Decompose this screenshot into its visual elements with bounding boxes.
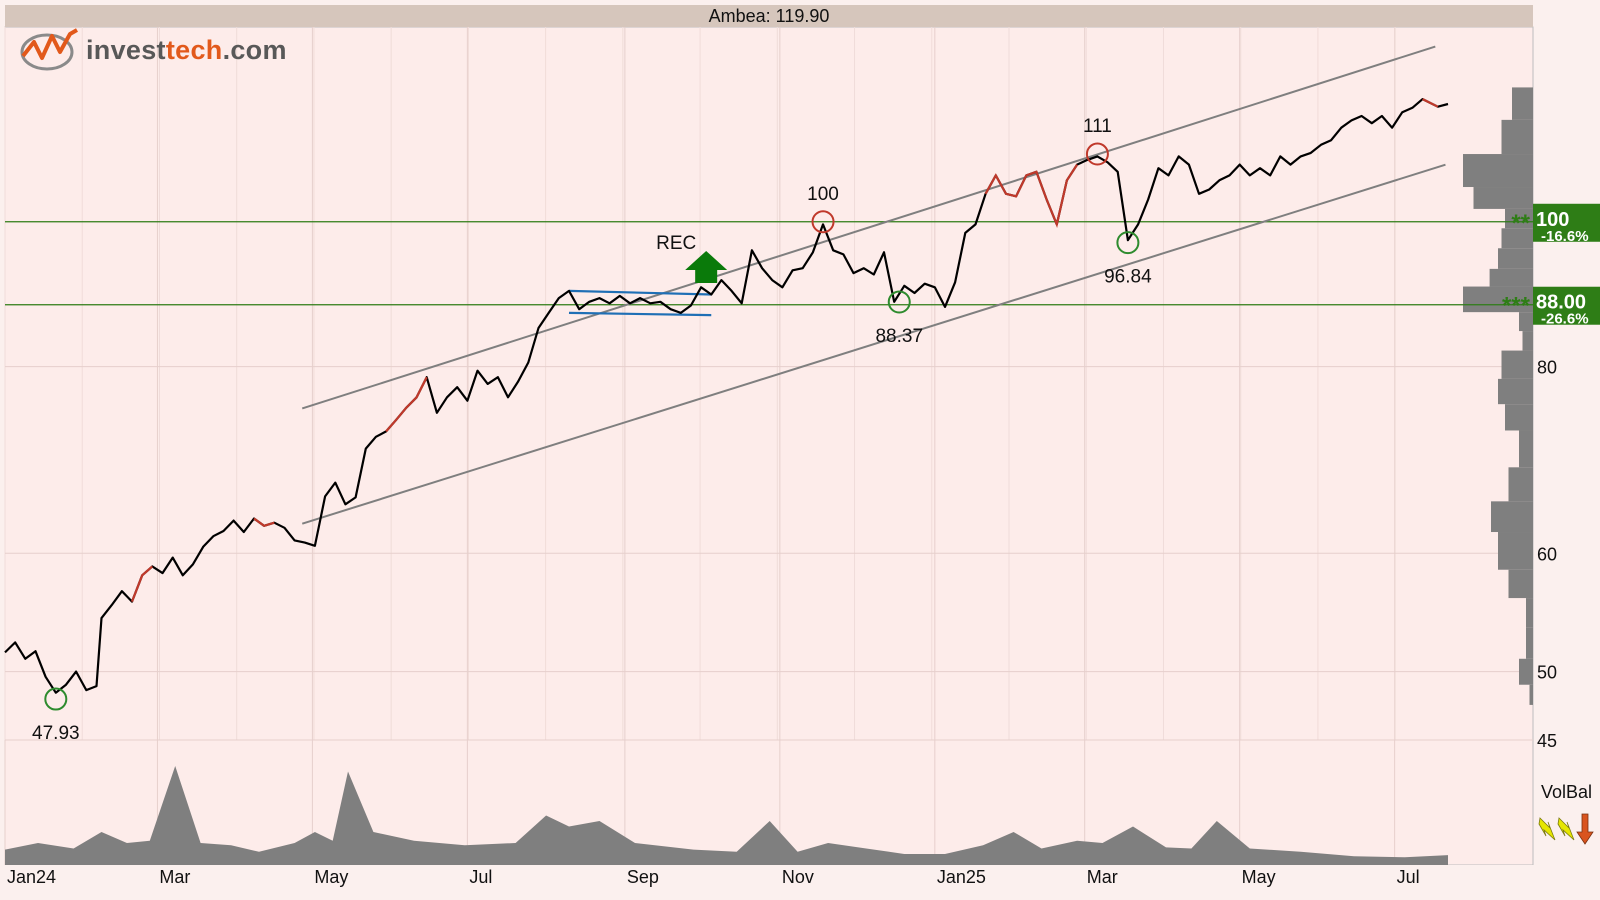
level-change: -16.6% [1541,228,1589,245]
volbal-arrow [1538,817,1556,841]
x-axis-band [0,865,1600,900]
volume-profile-bar [1501,350,1533,379]
volume-profile-bar [1519,430,1533,468]
y-tick-label: 80 [1537,358,1557,378]
volume-profile-bar [1501,228,1533,249]
level-label-box [1533,286,1600,325]
y-tick-label: 45 [1537,731,1557,751]
x-tick-label: Jul [1397,867,1420,887]
price-line-red-segment [385,376,428,433]
volume-profile-bar [1505,208,1533,229]
volume-profile-bar [1498,248,1533,269]
volume-profile-bar [1512,87,1533,120]
chart-title: Ambea: 119.90 [5,5,1533,27]
y-tick-label: 60 [1537,544,1557,564]
trend-channel-lower [301,163,1446,525]
logo-accent: tech [165,34,223,65]
extremum-label: 88.37 [875,326,923,347]
signal-label: REC [656,233,696,254]
extremum-marker [811,210,835,234]
rectangle-pattern-bottom [568,311,712,317]
volume-profile-bar [1473,187,1533,209]
x-tick-label: May [1242,867,1276,887]
x-tick-label: Jul [469,867,492,887]
volume-profile-bar [1498,532,1533,570]
volume-profile-bar [1463,286,1533,313]
volume-profile-bar [1526,598,1533,628]
x-tick-label: Jan25 [937,867,986,887]
price-line-red-segment [130,565,154,602]
volume-profile-bar [1519,658,1533,685]
plot-area [4,26,1534,866]
extremum-marker [887,290,911,314]
volbal-label: VolBal [1541,782,1592,802]
price-line-red-segment [253,517,275,528]
extremum-marker [1085,142,1109,166]
volume-profile-bar [1508,569,1533,599]
volume-profile-bar [1501,119,1533,155]
logo-wordmark: investtech.com [86,35,287,66]
x-tick-label: Nov [782,867,814,887]
level-stars: ** [1511,210,1530,237]
level-change: -26.6% [1541,311,1589,328]
y-tick-label: 50 [1537,663,1557,683]
rectangle-pattern-top [568,289,712,296]
volume-profile-bar [1498,378,1533,405]
volume-profile-bar [1463,154,1533,188]
extremum-label: 47.93 [32,723,80,744]
extremum-marker [44,687,68,711]
trend-channel-upper [301,45,1436,410]
volume-profile-bar [1505,404,1533,431]
logo-icon [20,28,78,71]
level-value: 100 [1536,209,1569,231]
extremum-label: 111 [1083,116,1112,137]
extremum-label: 96.84 [1104,267,1152,288]
volume-profile-bar [1508,467,1533,502]
volume-profile-bar [1491,501,1533,533]
volume-profile-bar [1526,627,1533,659]
volume-profile-bar [1489,268,1533,287]
extremum-marker [1116,231,1140,255]
level-value: 88.00 [1536,292,1586,314]
volume-profile-bar [1529,684,1533,705]
logo-suffix: .com [222,34,287,65]
volbal-arrow [1576,813,1594,845]
volbal-arrow [1557,817,1575,841]
level-label-box [1533,203,1600,242]
x-tick-label: May [314,867,348,887]
extremum-label: 100 [807,184,839,205]
level-stars: *** [1502,293,1531,320]
price-line [4,98,1449,694]
x-tick-label: Jan24 [7,867,56,887]
investtech-logo: investtech.com [20,26,287,74]
x-tick-label: Mar [1087,867,1118,887]
price-line-red-segment [1422,98,1439,108]
volume-area [5,766,1448,865]
x-tick-label: Sep [627,867,659,887]
logo-prefix: invest [86,34,166,65]
buy-signal-arrow [685,250,728,283]
volume-profile-bar [1522,331,1533,351]
price-line-red-segment [984,164,1079,229]
volume-profile-bar [1519,312,1533,332]
x-tick-label: Mar [159,867,190,887]
